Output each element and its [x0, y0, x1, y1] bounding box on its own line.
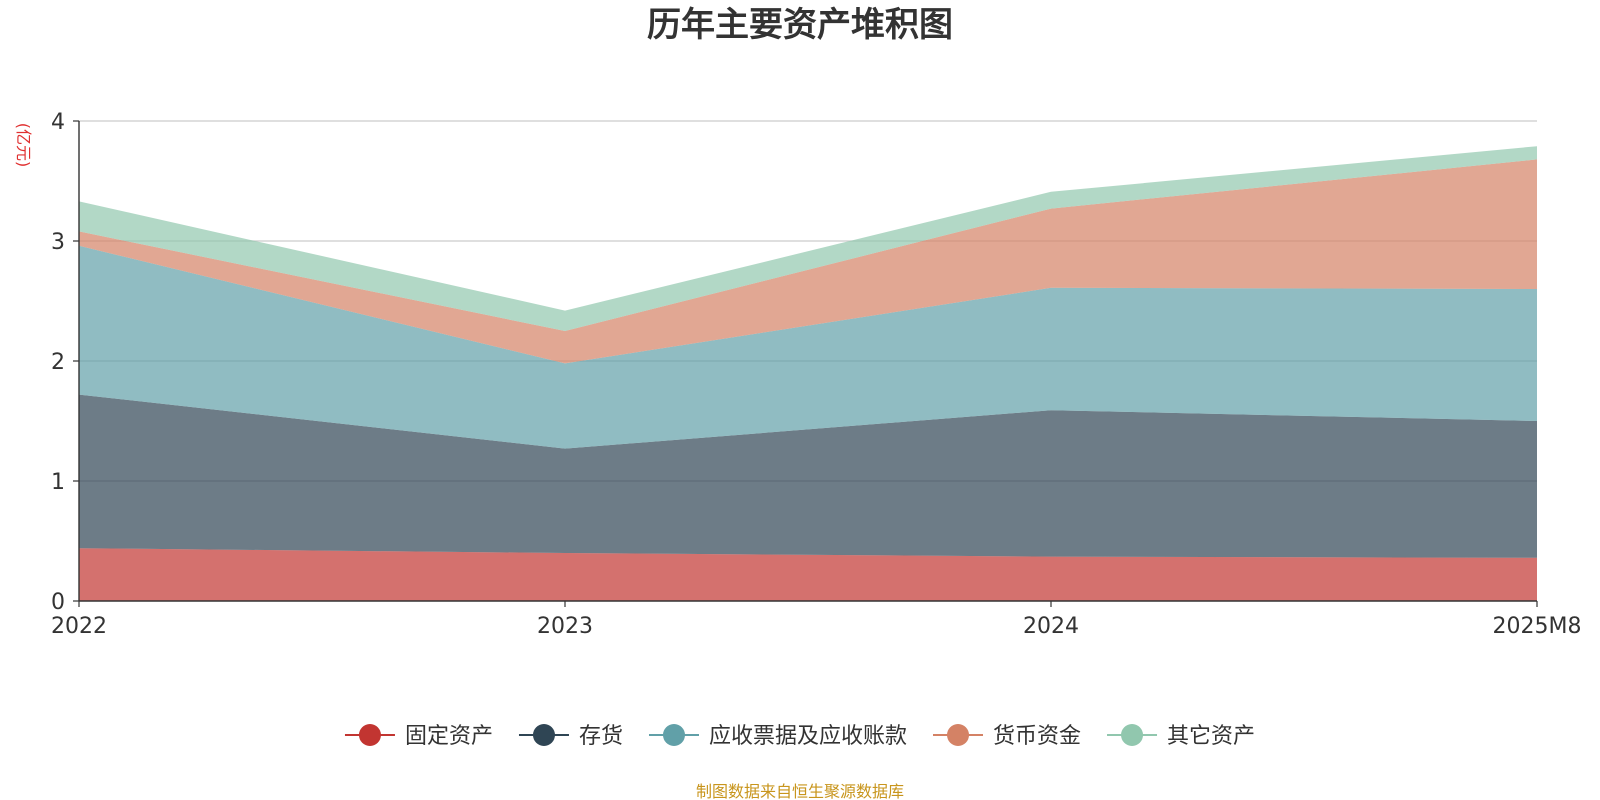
area-series-4	[79, 146, 1537, 331]
legend-label: 应收票据及应收账款	[709, 724, 907, 749]
legend-item-1: 存货	[518, 724, 623, 749]
x-tick-label: 2025M8	[1493, 614, 1582, 639]
legend-label: 货币资金	[993, 724, 1081, 749]
y-tick-label: 0	[51, 590, 65, 615]
legend-marker	[358, 724, 381, 746]
legend-label: 其它资产	[1167, 724, 1255, 749]
area-series-0	[79, 548, 1537, 601]
area-series-1	[79, 394, 1537, 558]
legend-marker	[1121, 724, 1144, 746]
source-note: 制图数据来自恒生聚源数据库	[696, 782, 904, 800]
area-series-3	[79, 159, 1537, 364]
legend: 固定资产 存货 应收票据及应收账款 货币资金 其它资产	[344, 724, 1255, 749]
x-tick-label: 2023	[537, 614, 593, 639]
y-tick-label: 1	[51, 470, 65, 495]
legend-marker	[532, 724, 555, 746]
axes: 0 1 2 3 4 2022 2023 2024 2025M8	[51, 110, 1581, 639]
legend-label: 存货	[579, 724, 623, 749]
legend-marker	[947, 724, 970, 746]
area-series-group	[79, 146, 1537, 601]
legend-item-4: 其它资产	[1107, 724, 1255, 749]
x-tick-label: 2022	[51, 614, 107, 639]
legend-item-3: 货币资金	[933, 724, 1081, 749]
y-tick-label: 3	[51, 230, 65, 255]
legend-marker	[662, 724, 685, 746]
y-tick-label: 2	[51, 350, 65, 375]
legend-item-0: 固定资产	[344, 724, 493, 749]
y-tick-label: 4	[51, 110, 65, 135]
area-series-2	[79, 245, 1537, 449]
x-tick-label: 2024	[1023, 614, 1079, 639]
y-axis-unit: (亿元)	[14, 123, 33, 168]
legend-item-2: 应收票据及应收账款	[648, 724, 907, 749]
chart-title: 历年主要资产堆积图	[647, 5, 953, 45]
legend-label: 固定资产	[405, 724, 493, 749]
